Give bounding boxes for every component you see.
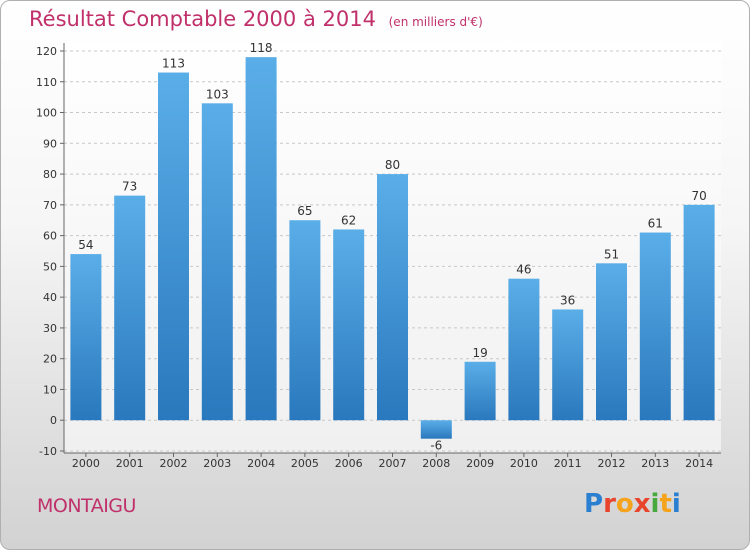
x-tick-label: 2011 <box>554 457 582 470</box>
logo-letter: o <box>615 489 634 519</box>
y-tick-label: 50 <box>43 260 57 273</box>
bar-2000 <box>70 254 102 421</box>
y-tick-label: 40 <box>43 291 57 304</box>
data-labels: 54 73 113 103 118 65 62 80 -6 19 46 36 51 61 70 <box>78 41 706 453</box>
y-tick-label: 100 <box>36 107 57 120</box>
data-label-2005: 65 <box>297 204 312 218</box>
data-label-2013: 61 <box>648 217 663 231</box>
proxiti-logo: Proxiti <box>584 489 681 519</box>
logo-letter: x <box>633 489 651 519</box>
y-tick-label: 60 <box>43 230 57 243</box>
town-name: MONTAIGU <box>37 495 136 517</box>
x-tick-label: 2002 <box>160 457 188 470</box>
bar-2006 <box>333 229 365 421</box>
data-label-2009: 19 <box>472 346 487 360</box>
data-label-2006: 62 <box>341 213 356 227</box>
y-tick-label: 30 <box>43 322 57 335</box>
x-tick-label: 2000 <box>72 457 100 470</box>
data-label-2001: 73 <box>122 180 137 194</box>
x-tick-label: 2005 <box>291 457 319 470</box>
bar-2008 <box>420 420 452 439</box>
x-tick-label: 2013 <box>641 457 669 470</box>
logo-letter: i <box>671 489 681 519</box>
data-label-2011: 36 <box>560 293 575 307</box>
bar-2007 <box>377 174 408 421</box>
x-tick-label: 2010 <box>510 457 538 470</box>
x-tick-label: 2014 <box>685 457 713 470</box>
logo-letter: t <box>659 489 672 519</box>
bar-2014 <box>683 204 715 421</box>
data-label-2008: -6 <box>430 439 442 453</box>
data-label-2002: 113 <box>162 57 185 71</box>
y-tick-label: 90 <box>43 137 57 150</box>
x-tick-label: 2012 <box>598 457 626 470</box>
y-tick-label: 70 <box>43 199 57 212</box>
bar-2010 <box>508 278 540 421</box>
x-tick-label: 2006 <box>335 457 363 470</box>
bar-2002 <box>158 72 189 421</box>
x-tick-label: 2001 <box>116 457 144 470</box>
data-label-2007: 80 <box>385 158 400 172</box>
bar-2001 <box>114 195 146 421</box>
x-tick-label: 2003 <box>203 457 231 470</box>
data-label-2010: 46 <box>516 263 531 277</box>
x-axis: 2000 2001 2002 2003 2004 2005 2006 2007 2008 2009… <box>64 452 721 470</box>
y-tick-label: 10 <box>43 383 57 396</box>
bar-2012 <box>596 263 627 421</box>
chart-subtitle: (en milliers d'€) <box>388 15 483 29</box>
x-tick-label: 2009 <box>466 457 494 470</box>
bars <box>70 57 715 439</box>
x-tick-label: 2004 <box>247 457 275 470</box>
bar-2013 <box>639 232 671 421</box>
data-label-2003: 103 <box>206 87 229 101</box>
y-tick-label: 0 <box>50 414 57 427</box>
bar-2005 <box>289 220 321 421</box>
y-tick-label: 80 <box>43 168 57 181</box>
chart-title: Résultat Comptable 2000 à 2014 (en milli… <box>29 7 483 31</box>
x-tick-label: 2008 <box>422 457 450 470</box>
data-label-2004: 118 <box>250 41 273 55</box>
bar-2009 <box>464 361 496 421</box>
chart-title-text: Résultat Comptable 2000 à 2014 <box>29 7 376 31</box>
bar-2003 <box>201 103 233 421</box>
x-tick-label: 2007 <box>379 457 407 470</box>
logo-letter: i <box>650 489 660 519</box>
logo-letter: P <box>584 489 604 519</box>
y-tick-label: -10 <box>39 445 57 458</box>
logo-letter: r <box>603 489 616 519</box>
data-label-2000: 54 <box>78 238 93 252</box>
y-tick-label: 120 <box>36 45 57 58</box>
data-label-2012: 51 <box>604 247 619 261</box>
data-label-2014: 70 <box>691 189 706 203</box>
y-tick-label: 20 <box>43 353 57 366</box>
bar-2011 <box>552 309 584 421</box>
y-axis: -10 0 10 20 30 40 50 60 70 80 90 100 110 120 <box>36 43 65 458</box>
bar-2004 <box>245 57 277 421</box>
y-tick-label: 110 <box>36 76 57 89</box>
